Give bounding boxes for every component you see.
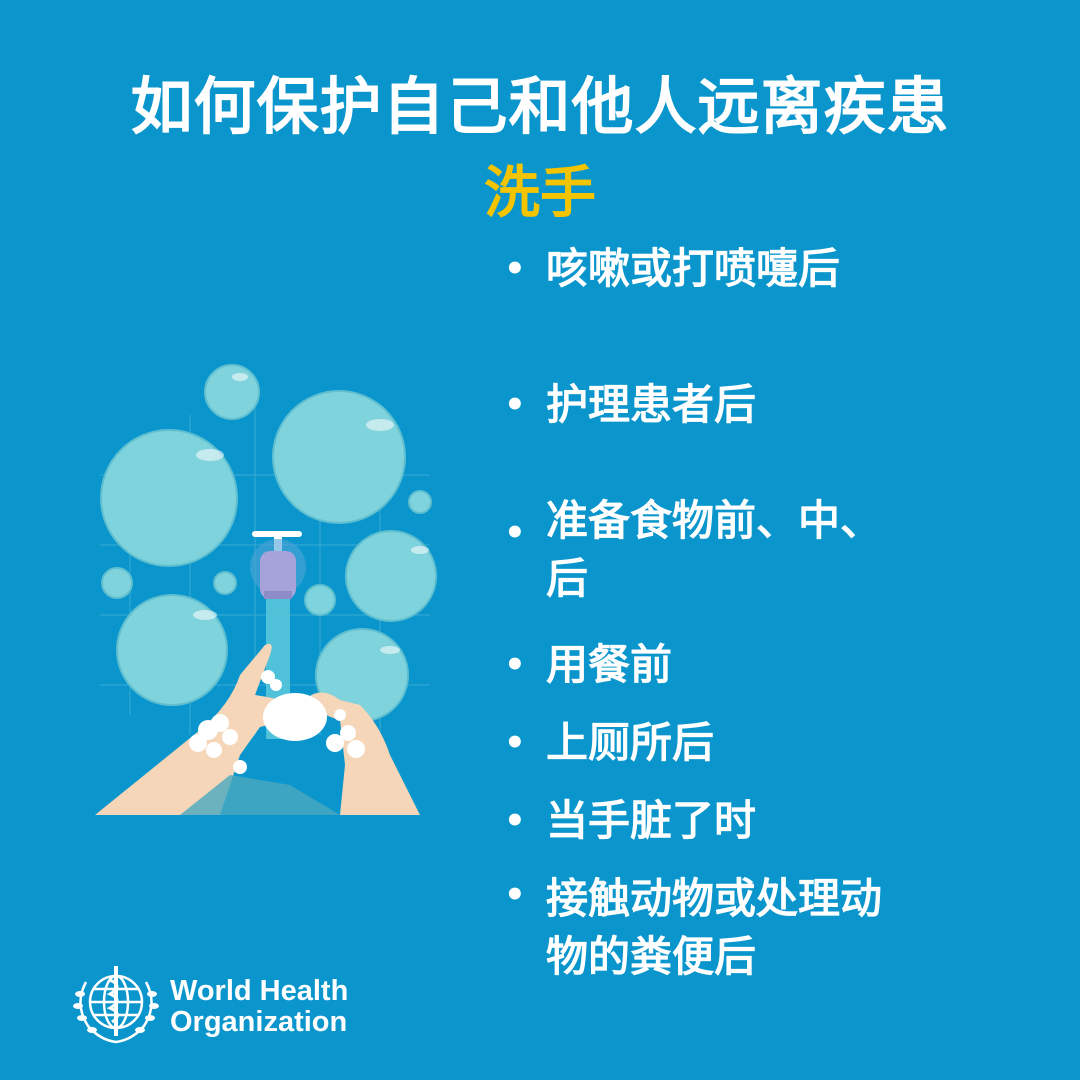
page-subtitle: 洗手 — [484, 161, 596, 226]
bullet-text: 护理患者后 — [546, 380, 757, 429]
list-item: • 接触动物或处理动物的粪便后 — [500, 870, 890, 986]
bullet-icon: • — [504, 249, 526, 289]
bullet-text: 用餐前 — [546, 640, 673, 689]
handwashing-illustration — [95, 364, 437, 815]
list-item: • 护理患者后 — [500, 376, 1040, 434]
page-title: 如何保护自己和他人远离疾患 — [130, 70, 950, 143]
bullet-text: 准备食物前、中、后 — [546, 496, 883, 603]
bullet-icon: • — [504, 645, 526, 685]
who-wordmark: World Health Organization — [170, 976, 348, 1038]
logo-line-2: Organization — [170, 1006, 348, 1038]
list-item: • 咳嗽或打喷嚏后 — [500, 240, 1040, 298]
bullet-text: 当手脏了时 — [546, 796, 757, 845]
who-emblem-icon — [73, 966, 159, 1044]
bullet-icon: • — [504, 801, 526, 841]
list-item: • 当手脏了时 — [500, 792, 1040, 850]
bullet-text: 接触动物或处理动物的粪便后 — [546, 874, 883, 981]
bullet-icon: • — [504, 875, 526, 915]
bullet-icon: • — [504, 723, 526, 763]
who-logo[interactable]: World Health Organization — [66, 960, 356, 1050]
list-item: • 上厕所后 — [500, 714, 1040, 772]
list-item: • 用餐前 — [500, 636, 1040, 694]
bullet-icon: • — [504, 385, 526, 425]
bullet-icon: • — [504, 513, 526, 553]
bullet-text: 上厕所后 — [546, 718, 715, 767]
bullet-text: 咳嗽或打喷嚏后 — [546, 244, 841, 293]
list-item: • 准备食物前、中、后 — [500, 492, 920, 608]
logo-line-1: World Health — [170, 975, 349, 1007]
